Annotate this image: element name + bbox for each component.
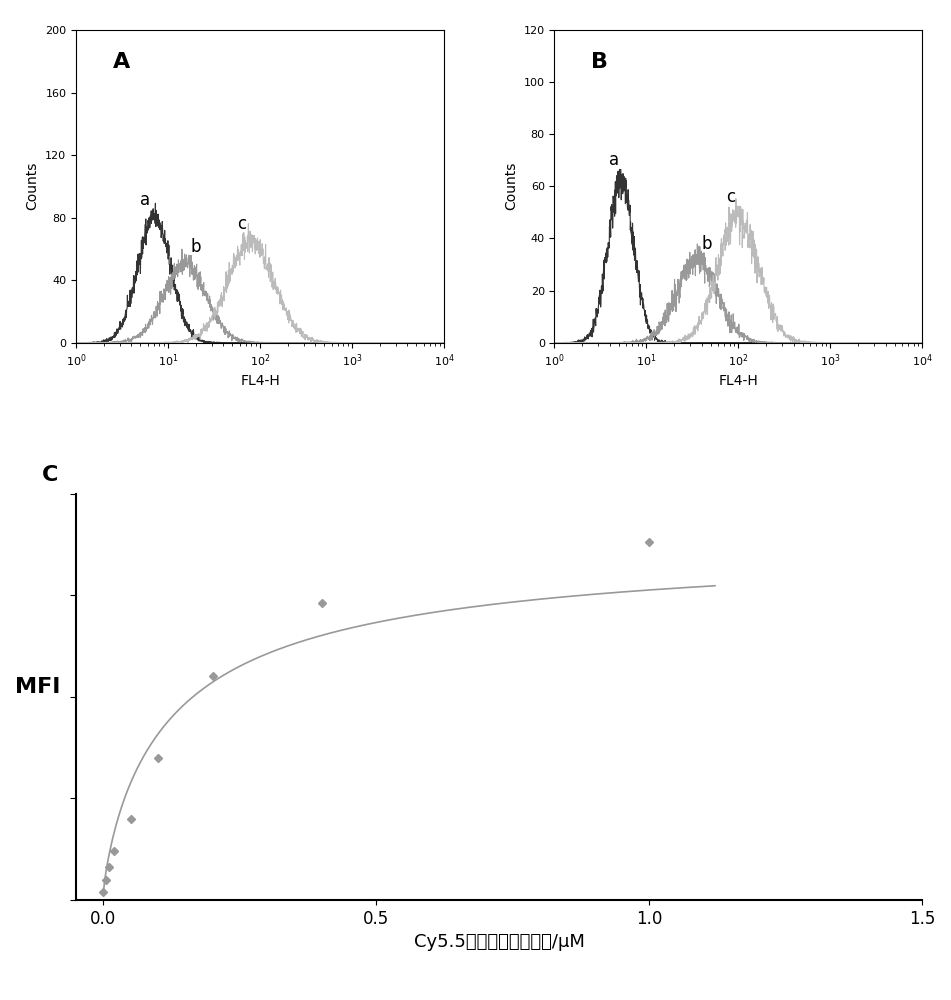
Text: b: b [701, 235, 711, 253]
Y-axis label: Counts: Counts [504, 162, 518, 210]
Text: c: c [237, 215, 246, 233]
Text: b: b [190, 238, 201, 256]
Text: C: C [42, 465, 59, 485]
Text: c: c [727, 188, 736, 206]
Text: A: A [113, 52, 130, 72]
X-axis label: FL4-H: FL4-H [719, 374, 758, 388]
Text: a: a [140, 191, 150, 209]
Text: a: a [610, 151, 619, 169]
Y-axis label: MFI: MFI [15, 677, 61, 697]
Text: B: B [592, 52, 609, 72]
X-axis label: FL4-H: FL4-H [241, 374, 280, 388]
X-axis label: Cy5.5标记的仿生鐵蛋白/μM: Cy5.5标记的仿生鐵蛋白/μM [414, 933, 585, 951]
Y-axis label: Counts: Counts [26, 162, 40, 210]
